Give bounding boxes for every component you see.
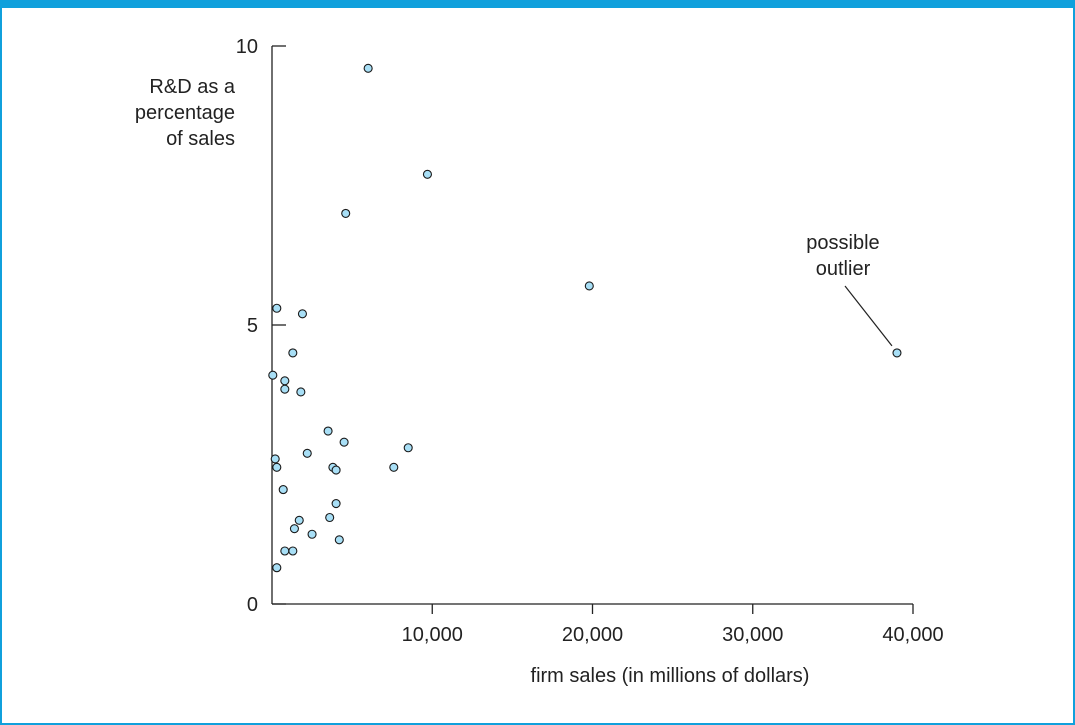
outlier-annotation: possible outlier xyxy=(806,232,893,347)
y-tick-label: 10 xyxy=(236,36,258,58)
data-point xyxy=(280,546,290,556)
x-tick-label: 20,000 xyxy=(562,624,623,646)
y-axis-label-line: of sales xyxy=(166,128,235,150)
data-point xyxy=(272,303,282,313)
data-point xyxy=(341,208,351,218)
data-point xyxy=(288,348,298,358)
y-tick-label: 5 xyxy=(247,315,258,337)
y-axis-label-line: percentage xyxy=(135,102,235,124)
data-point xyxy=(278,485,288,495)
axes: 0 5 10 10,000 20,000 30,000 40,000 xyxy=(236,36,944,646)
data-point xyxy=(270,454,280,464)
data-point xyxy=(892,348,902,358)
data-point xyxy=(289,524,299,534)
annotation-pointer xyxy=(844,285,893,347)
data-point xyxy=(363,63,373,73)
annotation-text-line: possible xyxy=(806,232,879,254)
data-point xyxy=(272,462,282,472)
data-point xyxy=(302,448,312,458)
data-point xyxy=(334,535,344,545)
y-axis-label-line: R&D as a xyxy=(149,76,235,98)
data-point xyxy=(280,384,290,394)
data-point xyxy=(323,426,333,436)
data-point xyxy=(280,376,290,386)
data-point xyxy=(403,443,413,453)
data-point xyxy=(325,512,335,523)
x-axis-label: firm sales (in millions of dollars) xyxy=(531,665,810,687)
data-point xyxy=(297,309,307,319)
data-point xyxy=(294,515,304,525)
data-point xyxy=(331,465,341,475)
x-tick-label: 40,000 xyxy=(882,624,943,646)
x-tick-label: 10,000 xyxy=(402,624,463,646)
y-tick-label: 0 xyxy=(247,594,258,616)
data-point xyxy=(331,499,341,509)
top-accent-bar xyxy=(0,0,1075,8)
y-axis-label: R&D as a percentage of sales xyxy=(135,76,236,150)
data-point xyxy=(389,462,399,472)
data-point xyxy=(584,281,594,291)
annotation-text-line: outlier xyxy=(816,258,871,280)
data-points xyxy=(268,63,902,573)
data-point xyxy=(422,169,432,179)
data-point xyxy=(307,529,317,539)
data-point xyxy=(272,563,282,573)
data-point xyxy=(268,370,278,380)
data-point xyxy=(339,437,349,447)
data-point xyxy=(296,387,306,397)
x-tick-label: 30,000 xyxy=(722,624,783,646)
data-point xyxy=(288,546,298,556)
